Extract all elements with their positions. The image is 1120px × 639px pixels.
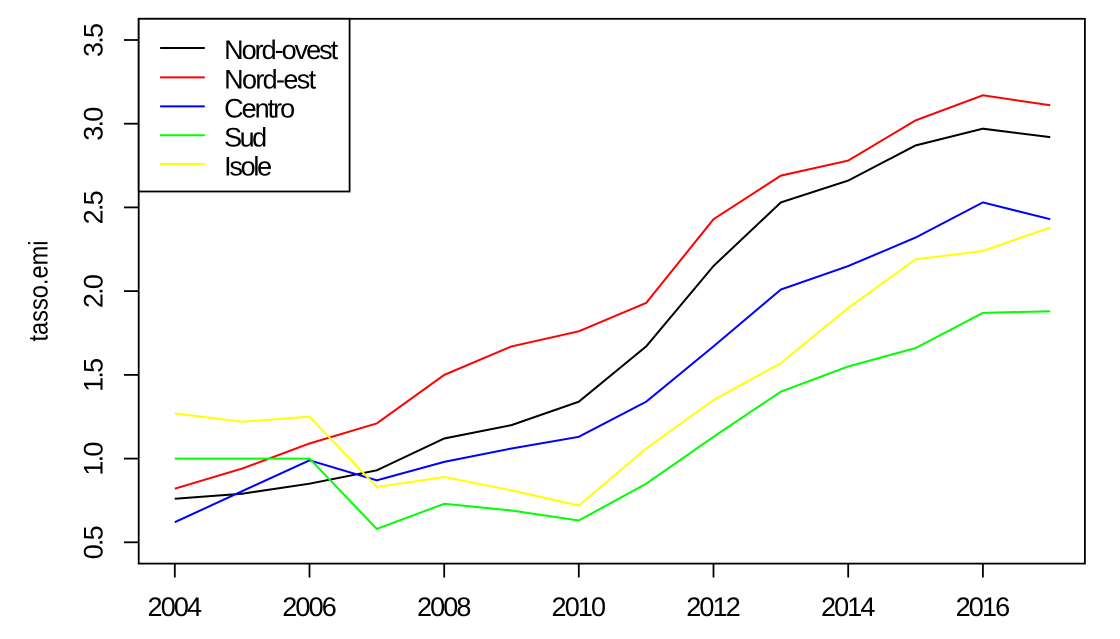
svg-text:Centro: Centro	[224, 94, 295, 124]
svg-text:0.5: 0.5	[79, 525, 109, 559]
svg-text:2008: 2008	[417, 592, 472, 622]
svg-text:1.0: 1.0	[79, 442, 109, 476]
svg-text:2004: 2004	[148, 592, 203, 622]
svg-text:2014: 2014	[821, 592, 876, 622]
svg-text:2010: 2010	[552, 592, 607, 622]
svg-text:Sud: Sud	[224, 123, 267, 153]
svg-text:2016: 2016	[956, 592, 1011, 622]
svg-text:Isole: Isole	[224, 151, 272, 181]
svg-text:3.5: 3.5	[79, 23, 109, 57]
svg-text:3.0: 3.0	[79, 107, 109, 141]
svg-text:2012: 2012	[686, 592, 741, 622]
svg-text:Nord-est: Nord-est	[224, 65, 316, 95]
svg-text:1.5: 1.5	[79, 358, 109, 392]
svg-text:2.0: 2.0	[79, 274, 109, 308]
svg-text:2.5: 2.5	[79, 190, 109, 224]
svg-text:tasso.emi: tasso.emi	[24, 241, 54, 342]
svg-text:2006: 2006	[282, 592, 337, 622]
svg-text:Nord-ovest: Nord-ovest	[224, 35, 338, 65]
